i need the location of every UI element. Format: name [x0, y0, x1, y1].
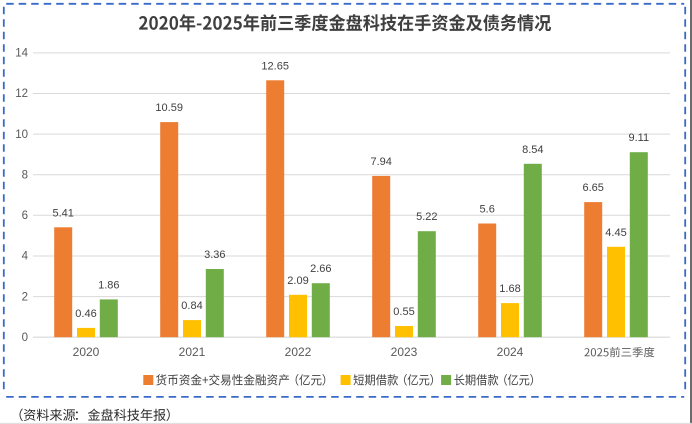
svg-text:8.54: 8.54: [522, 144, 543, 156]
svg-text:0: 0: [22, 332, 28, 344]
svg-text:10.59: 10.59: [155, 102, 183, 114]
svg-text:7.94: 7.94: [370, 156, 391, 168]
svg-text:2.66: 2.66: [310, 263, 331, 275]
svg-text:4.45: 4.45: [605, 227, 626, 239]
svg-text:1.68: 1.68: [499, 283, 520, 295]
svg-text:6.65: 6.65: [582, 182, 603, 194]
svg-text:8: 8: [22, 169, 28, 181]
svg-text:2022: 2022: [285, 345, 312, 359]
svg-text:12: 12: [15, 88, 28, 100]
svg-text:9.11: 9.11: [629, 132, 650, 144]
svg-text:2: 2: [22, 291, 28, 303]
svg-text:2021: 2021: [179, 345, 206, 359]
svg-text:5.6: 5.6: [480, 204, 495, 216]
svg-text:14: 14: [15, 48, 28, 60]
svg-text:2024: 2024: [497, 345, 524, 359]
svg-text:12.65: 12.65: [261, 60, 289, 72]
svg-text:2.09: 2.09: [287, 275, 308, 287]
svg-text:5.41: 5.41: [52, 207, 73, 219]
svg-text:2023: 2023: [391, 345, 418, 359]
svg-text:0.84: 0.84: [181, 300, 202, 312]
svg-text:3.36: 3.36: [204, 249, 225, 261]
svg-text:0.46: 0.46: [75, 308, 96, 320]
svg-text:10: 10: [15, 129, 28, 141]
svg-text:0.55: 0.55: [393, 306, 414, 318]
svg-text:2020: 2020: [73, 345, 100, 359]
svg-text:1.86: 1.86: [98, 279, 119, 291]
svg-text:6: 6: [22, 210, 28, 222]
svg-text:4: 4: [22, 251, 29, 263]
svg-text:5.22: 5.22: [416, 211, 437, 223]
